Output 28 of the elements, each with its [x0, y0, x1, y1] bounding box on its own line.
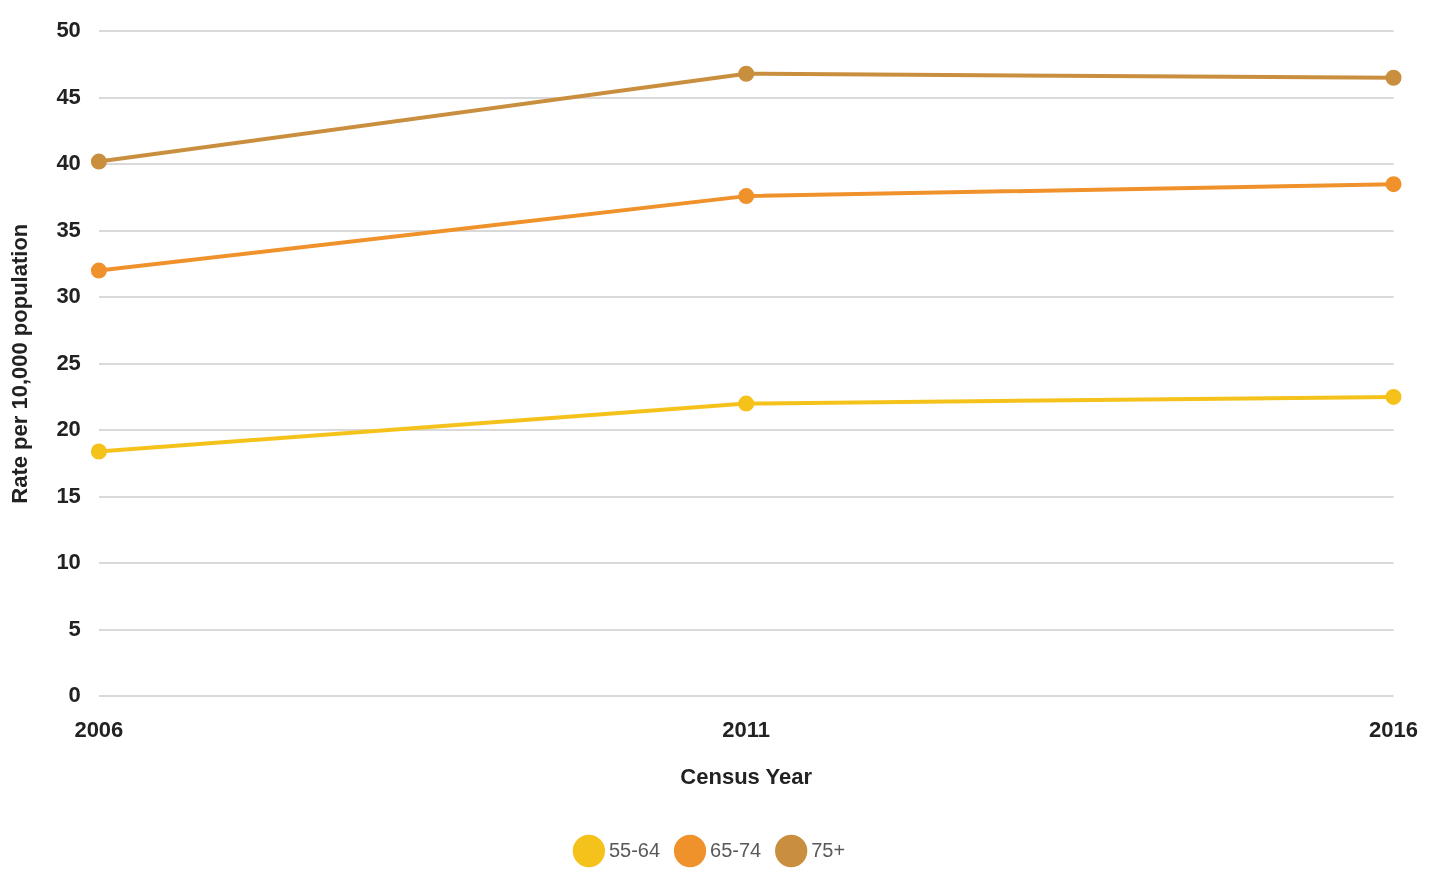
y-tick-label: 45 — [56, 83, 81, 109]
y-axis-title: Rate per 10,000 population — [7, 223, 33, 504]
point — [1385, 69, 1402, 86]
point — [90, 153, 107, 170]
y-tick-label: 50 — [56, 17, 81, 43]
y-tick-label: 25 — [56, 349, 81, 375]
x-axis-title: Census Year — [680, 763, 813, 789]
point — [738, 395, 755, 412]
point — [1385, 388, 1402, 405]
legend-label: 65-74 — [710, 838, 762, 861]
x-tick-label: 2011 — [722, 717, 771, 743]
point — [738, 65, 755, 82]
point — [1385, 176, 1402, 193]
y-tick-label: 35 — [56, 216, 81, 242]
legend-label: 55-64 — [608, 838, 661, 861]
x-tick-label: 2016 — [1369, 717, 1419, 743]
y-tick-label: 15 — [56, 482, 81, 508]
x-tick-label: 2006 — [74, 717, 124, 743]
y-tick-label: 30 — [56, 283, 81, 309]
y-tick-label: 0 — [68, 682, 81, 708]
point — [90, 443, 107, 460]
y-tick-label: 20 — [56, 416, 81, 442]
point — [738, 188, 755, 205]
y-tick-label: 10 — [56, 549, 81, 575]
y-tick-label: 5 — [68, 615, 81, 641]
y-tick-label: 40 — [56, 150, 81, 176]
legend-label: 75+ — [811, 838, 846, 861]
point — [90, 262, 107, 279]
